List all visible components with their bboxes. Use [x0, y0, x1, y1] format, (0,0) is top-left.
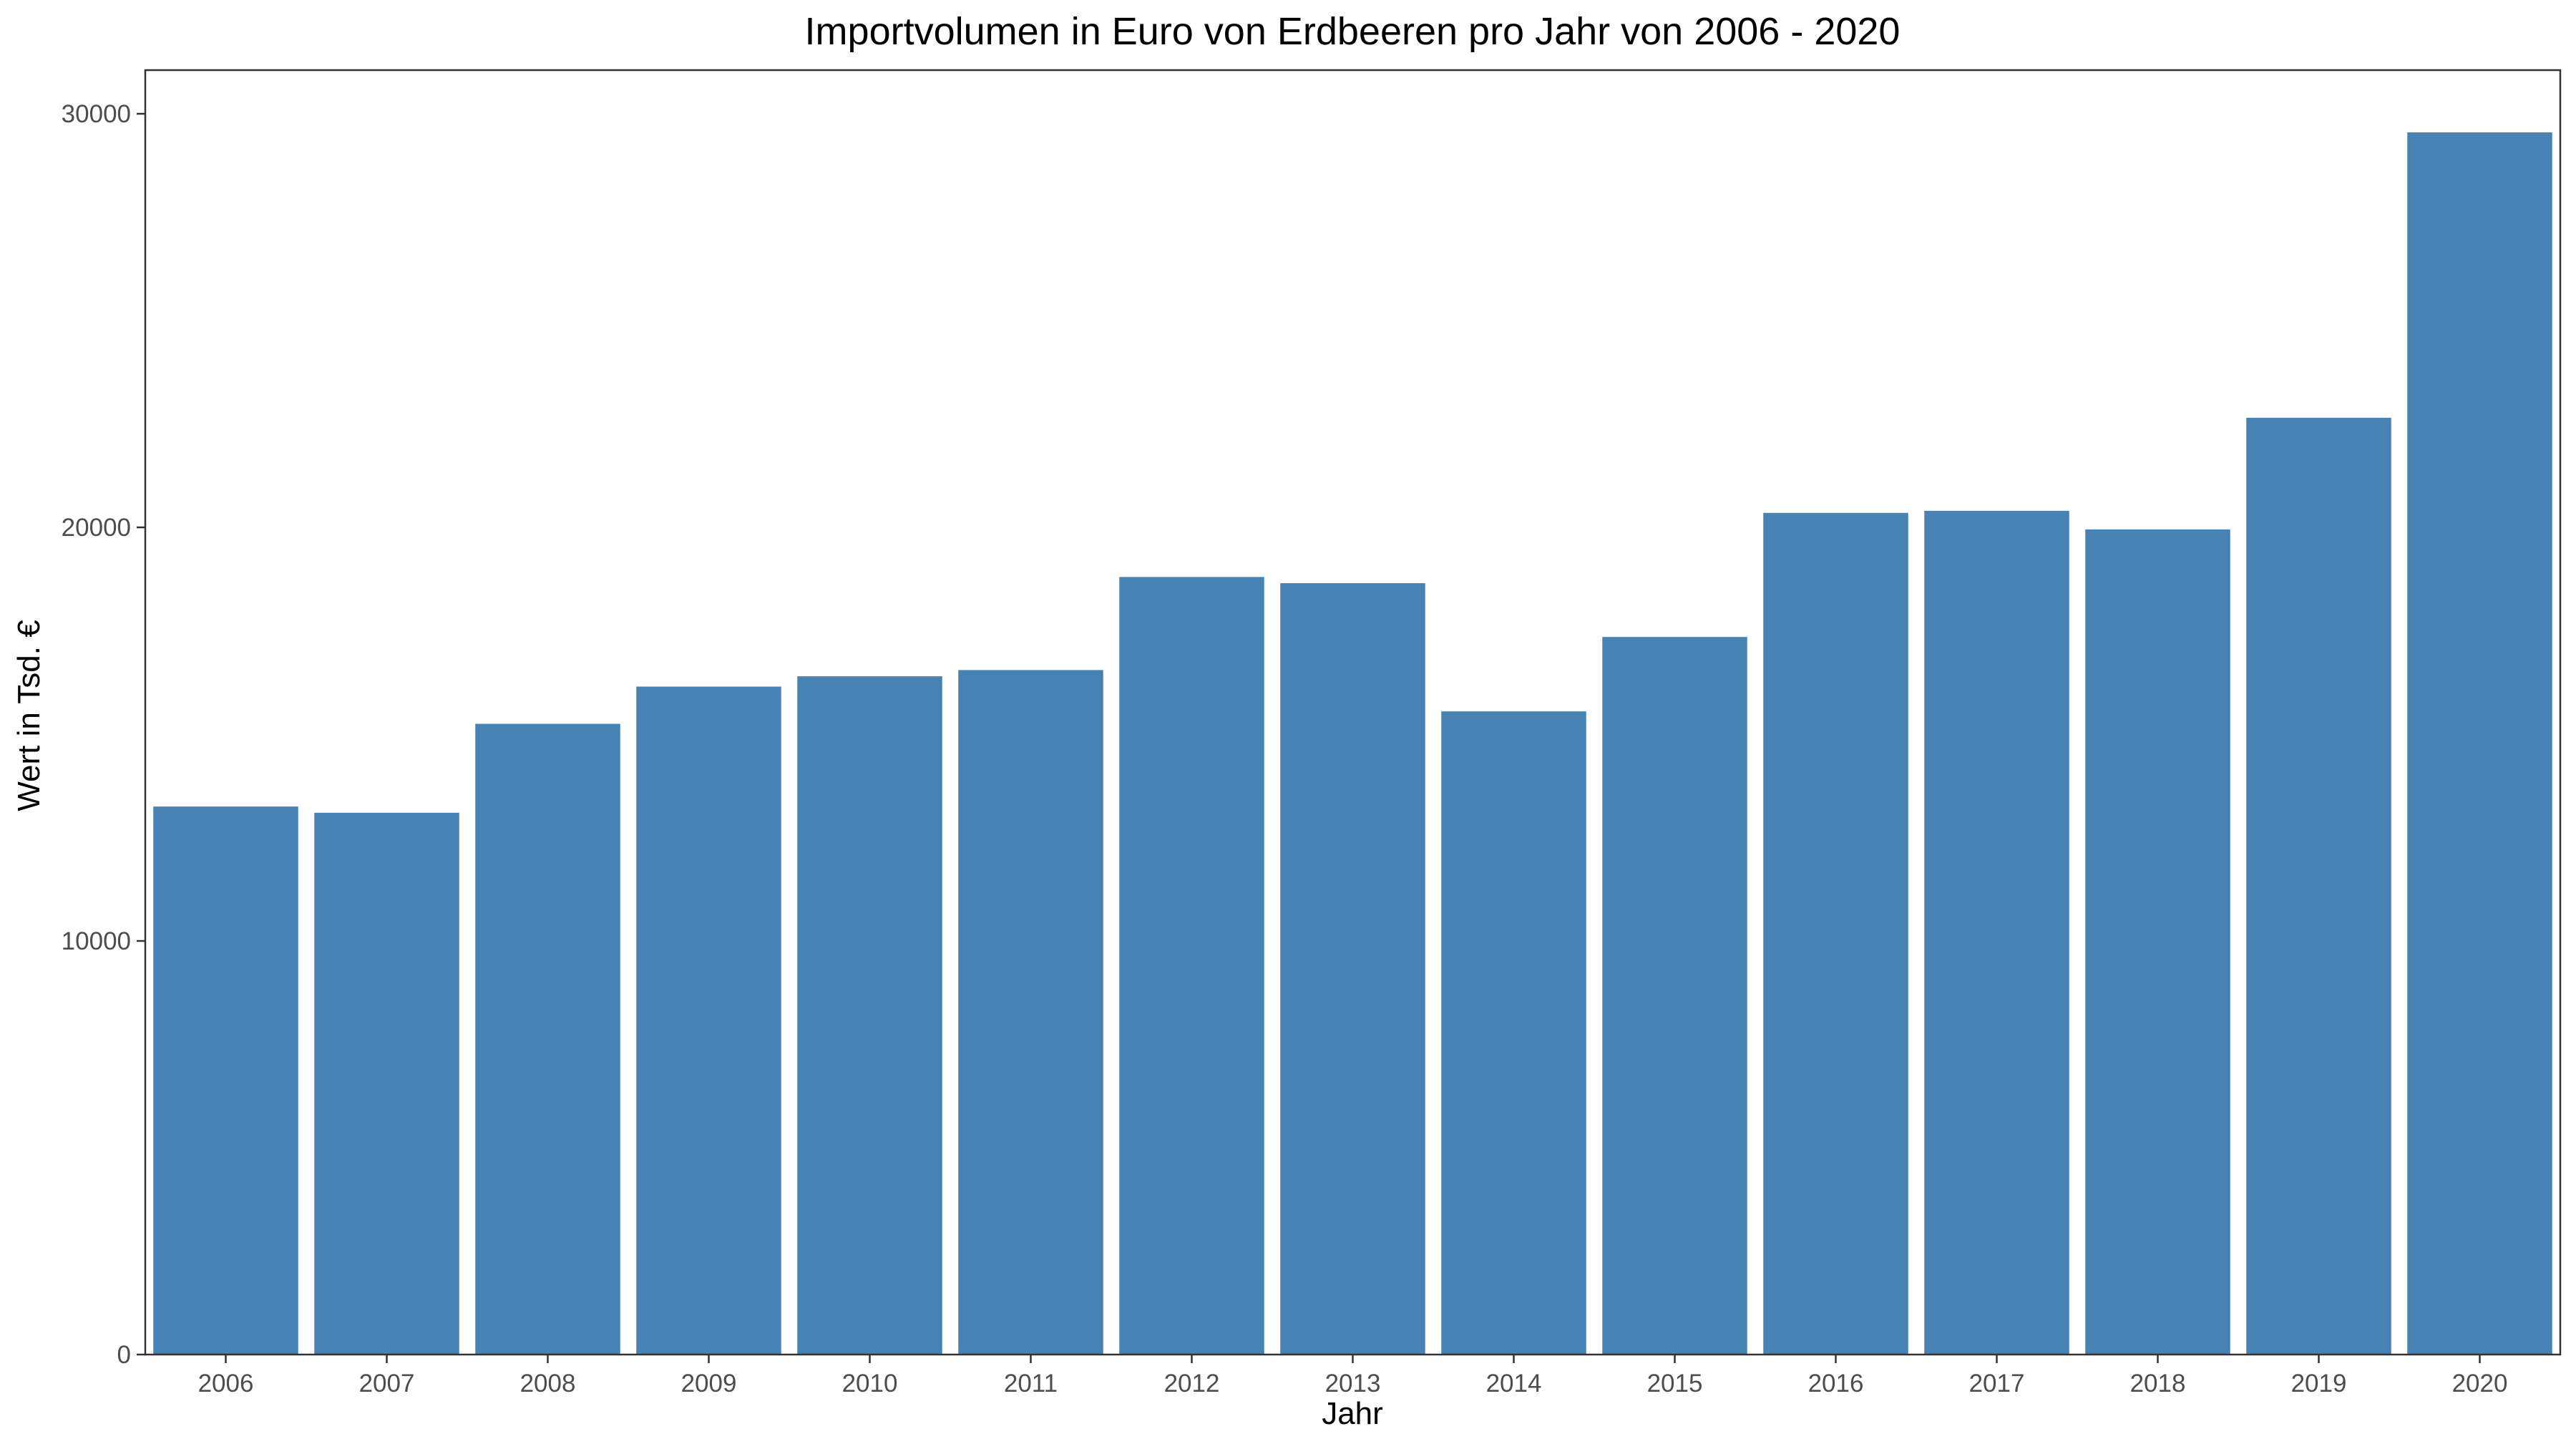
bar-2019 — [2246, 417, 2391, 1355]
plot-panel-border — [144, 69, 2562, 1356]
x-tick-label-2009: 2009 — [681, 1370, 737, 1397]
x-tick-label-2006: 2006 — [198, 1370, 254, 1397]
bar-2008 — [475, 723, 620, 1355]
bar-2015 — [1602, 637, 1747, 1355]
y-tick-label-30000: 30000 — [62, 100, 131, 128]
bar-2010 — [797, 676, 942, 1355]
bar-2007 — [314, 812, 459, 1355]
x-tick-label-2018: 2018 — [2130, 1370, 2186, 1397]
x-tick-label-2012: 2012 — [1164, 1370, 1220, 1397]
bar-2009 — [636, 686, 781, 1355]
bar-2020 — [2407, 132, 2552, 1355]
x-tick-label-2013: 2013 — [1325, 1370, 1381, 1397]
x-tick-label-2010: 2010 — [842, 1370, 898, 1397]
x-tick-label-2011: 2011 — [1004, 1370, 1058, 1397]
x-tick-label-2014: 2014 — [1486, 1370, 1542, 1397]
bar-2006 — [153, 806, 298, 1355]
bar-2011 — [958, 670, 1103, 1355]
bar-2017 — [1924, 510, 2069, 1355]
chart-title: Importvolumen in Euro von Erdbeeren pro … — [805, 10, 1901, 53]
y-axis-title: Wert in Tsd. € — [11, 620, 47, 811]
y-tick-label-0: 0 — [117, 1341, 131, 1369]
bar-2016 — [1763, 512, 1908, 1355]
x-tick-label-2007: 2007 — [359, 1370, 415, 1397]
bar-2013 — [1280, 583, 1425, 1355]
x-tick-label-2017: 2017 — [1969, 1370, 2025, 1397]
x-tick-label-2008: 2008 — [520, 1370, 576, 1397]
bar-2014 — [1441, 711, 1586, 1355]
x-axis: 2006 2007 2008 2009 2010 2011 2012 2013 2014 2015… — [198, 1355, 2508, 1397]
y-tick-label-10000: 10000 — [62, 927, 131, 955]
x-axis-title: Jahr — [1322, 1396, 1383, 1431]
x-tick-label-2015: 2015 — [1647, 1370, 1703, 1397]
y-axis: 0 10000 20000 30000 — [62, 100, 145, 1369]
x-tick-label-2016: 2016 — [1808, 1370, 1864, 1397]
bar-2012 — [1119, 577, 1264, 1355]
bars-group — [153, 132, 2552, 1355]
bar-2018 — [2085, 529, 2230, 1355]
y-tick-label-20000: 20000 — [62, 514, 131, 542]
x-tick-label-2019: 2019 — [2291, 1370, 2347, 1397]
x-tick-label-2020: 2020 — [2452, 1370, 2508, 1397]
